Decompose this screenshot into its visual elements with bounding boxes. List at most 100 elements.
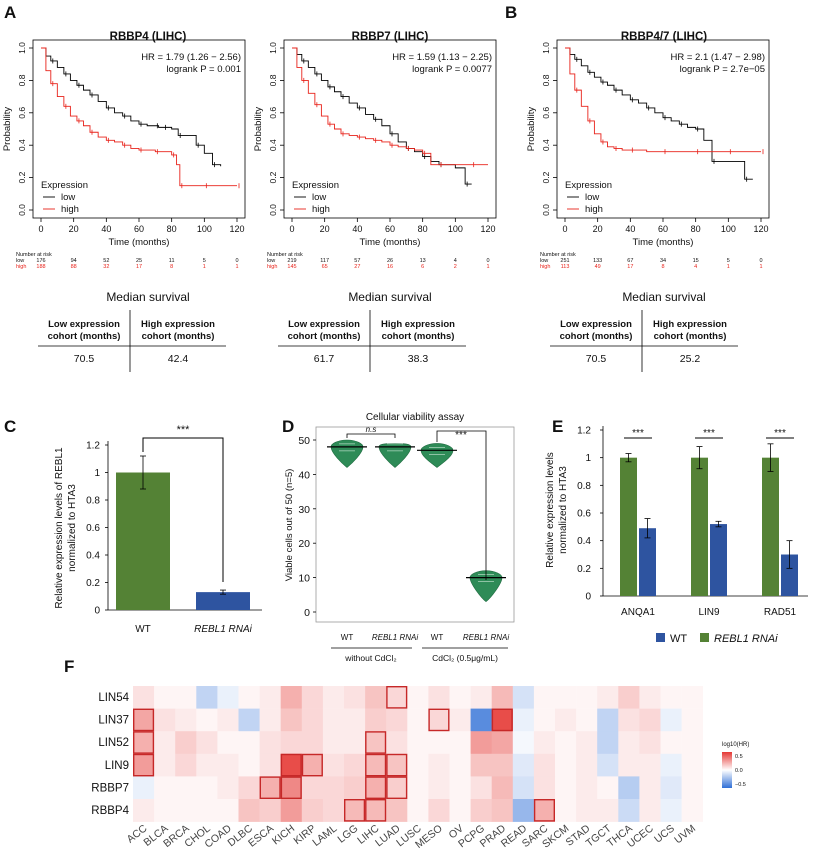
heatmap-cell bbox=[365, 686, 387, 709]
heatmap-cell bbox=[365, 731, 387, 755]
heatmap-cell bbox=[597, 799, 619, 822]
median-survival-title: Median survival bbox=[348, 290, 431, 304]
km-xtick-label: 100 bbox=[448, 224, 463, 234]
km-ytick-label: 0.6 bbox=[268, 107, 278, 119]
km-risk-high-value: 1 bbox=[203, 264, 206, 270]
heatmap-cell bbox=[470, 776, 492, 800]
km-risk-title: Number at risk bbox=[267, 252, 303, 258]
e-bar-LIN9-0 bbox=[691, 457, 708, 596]
heatmap-cell bbox=[386, 708, 408, 732]
e-ylabel-line: normalized to HTA3 bbox=[558, 466, 569, 554]
heatmap-cell bbox=[639, 686, 661, 709]
heatmap-cell bbox=[301, 731, 324, 755]
km-risk-low-value: 5 bbox=[203, 258, 206, 264]
e-bar-LIN9-1 bbox=[710, 524, 727, 596]
table-median-high: 42.4 bbox=[168, 353, 189, 365]
e-ytick-label: 1.2 bbox=[577, 426, 591, 437]
heatmap-cell bbox=[133, 708, 155, 732]
heatmap-cell bbox=[449, 753, 471, 777]
e-legend-rnai-swatch bbox=[700, 633, 709, 642]
km-risk-low-value: 133 bbox=[593, 258, 602, 264]
km-logrank-text: logrank P = 0.0077 bbox=[412, 64, 492, 75]
km-curve-high bbox=[292, 47, 488, 166]
heatmap-cell bbox=[681, 731, 703, 755]
km-title: RBBP4/7 (LIHC) bbox=[621, 31, 707, 43]
km-risk-low-value: 15 bbox=[693, 258, 699, 264]
table-header-high-line: High expression bbox=[381, 319, 455, 330]
km-ytick-label: 0.6 bbox=[541, 107, 551, 119]
heatmap-cell bbox=[428, 686, 450, 709]
heatmap-cell bbox=[259, 776, 281, 800]
km-xtick-label: 20 bbox=[320, 224, 330, 234]
heatmap-cell bbox=[555, 799, 577, 822]
heatmap-cell bbox=[681, 799, 703, 822]
km-risk-high-value: 1 bbox=[235, 264, 238, 270]
km-ytick-label: 0.2 bbox=[541, 171, 551, 183]
heatmap-cell bbox=[280, 686, 303, 709]
table-header-low: Low expression cohort (months) bbox=[288, 319, 361, 342]
km-legend-title: Expression bbox=[41, 180, 88, 191]
heatmap-cell bbox=[133, 799, 155, 822]
table-header-high-line: cohort (months) bbox=[142, 331, 215, 342]
km-risk-low-value: 57 bbox=[354, 258, 360, 264]
heatmap-cell bbox=[133, 731, 155, 755]
km-logrank-text: logrank P = 2.7e−05 bbox=[680, 64, 765, 75]
table-median-low: 70.5 bbox=[74, 353, 95, 365]
km-risk-low-label: low bbox=[16, 258, 24, 264]
km-risk-high-value: 4 bbox=[694, 264, 697, 270]
heatmap-cell bbox=[618, 753, 640, 777]
c-bar-1 bbox=[196, 592, 250, 610]
e-ylabel: Relative expression levels normalized to … bbox=[545, 452, 569, 568]
km-risk-low-value: 251 bbox=[560, 258, 569, 264]
d-group-label: CdCl₂ (0.5μg/mL) bbox=[432, 653, 498, 663]
table-median-low: 61.7 bbox=[314, 353, 335, 365]
heatmap-cell bbox=[238, 708, 260, 732]
heatmap-highlight-box bbox=[344, 799, 366, 822]
heatmap-cell bbox=[618, 731, 640, 755]
km-ytick-label: 0.4 bbox=[268, 139, 278, 151]
heatmap-cell bbox=[175, 708, 197, 732]
km-ytick-label: 0.0 bbox=[541, 204, 551, 216]
e-bar-ANQA1-0 bbox=[620, 457, 637, 596]
heatmap-cell bbox=[597, 731, 619, 755]
heatmap-highlight-box bbox=[280, 753, 302, 777]
heatmap-cell bbox=[555, 753, 577, 777]
km-legend-low-label: low bbox=[585, 192, 599, 203]
heatmap-cell bbox=[407, 708, 429, 732]
km-risk-low-value: 25 bbox=[136, 258, 142, 264]
heatmap-cell bbox=[428, 776, 450, 800]
km-xtick-label: 40 bbox=[101, 224, 111, 234]
km-panel-1: RBBP4 (LIHC) HR = 1.79 (1.26 − 2.56)logra… bbox=[2, 31, 246, 372]
e-bar-ANQA1-1 bbox=[639, 528, 656, 596]
e-sig-label: *** bbox=[632, 428, 644, 439]
heatmap-cell bbox=[175, 686, 197, 709]
d-category-label: REBL1 RNAi bbox=[372, 633, 418, 642]
heatmap-cell bbox=[133, 776, 155, 800]
km-risk-low-value: 219 bbox=[287, 258, 296, 264]
km-ylabel: Probability bbox=[253, 107, 264, 152]
c-significance-label: *** bbox=[177, 424, 191, 436]
km-curve-high bbox=[41, 47, 237, 187]
e-category-label: LIN9 bbox=[698, 607, 720, 618]
km-ytick-label: 1.0 bbox=[268, 42, 278, 54]
km-ytick-label: 0.4 bbox=[541, 139, 551, 151]
heatmap-cell bbox=[322, 776, 345, 800]
e-ytick-label: 0.6 bbox=[577, 509, 591, 520]
km-legend-high-label: high bbox=[312, 204, 330, 215]
heatmap-cell bbox=[428, 708, 450, 732]
heatmap-cell bbox=[175, 799, 197, 822]
heatmap-row-label: RBBP7 bbox=[91, 782, 129, 794]
heatmap-cell bbox=[280, 731, 303, 755]
heatmap-cell bbox=[639, 776, 661, 800]
table-median-low: 70.5 bbox=[586, 353, 607, 365]
heatmap-cell bbox=[597, 776, 619, 800]
km-risk-low-label: low bbox=[267, 258, 275, 264]
heatmap-cell bbox=[555, 708, 577, 732]
heatmap-cell bbox=[344, 799, 366, 822]
heatmap-cell bbox=[681, 776, 703, 800]
table-header-high: High expression cohort (months) bbox=[381, 319, 455, 342]
km-ytick-label: 0.0 bbox=[268, 204, 278, 216]
km-ytick-label: 0.8 bbox=[17, 74, 27, 86]
table-header-low-line: Low expression bbox=[48, 319, 120, 330]
panel-letter-a: A bbox=[4, 3, 16, 22]
